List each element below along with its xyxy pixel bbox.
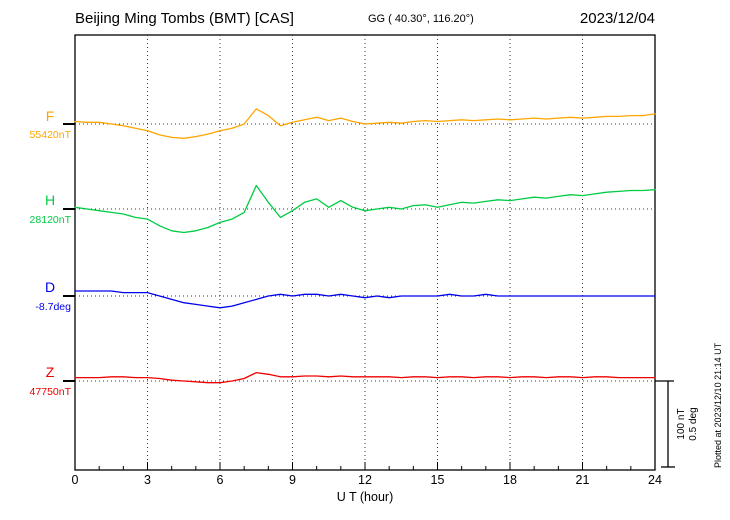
trace-D: [74, 290, 656, 309]
x-tick-label: 15: [431, 473, 445, 487]
x-axis-label: U T (hour): [337, 490, 394, 504]
x-axis-ticks: [74, 462, 656, 470]
trace-F: [74, 108, 656, 139]
x-tick-label: 24: [648, 473, 662, 487]
scale-bar-nt-label: 100 nT: [676, 408, 687, 439]
x-tick-labels: 0 3 6 9 12 15 18 21 24: [72, 473, 662, 487]
gridlines: [147, 35, 583, 470]
trace-Z: [74, 371, 656, 384]
scale-bar: [655, 380, 675, 468]
x-tick-label: 6: [217, 473, 224, 487]
series-label-f: F: [46, 108, 55, 124]
x-tick-label: 3: [144, 473, 151, 487]
plot-date: 2023/12/04: [580, 10, 655, 27]
x-tick-label: 9: [289, 473, 296, 487]
station-title: Beijing Ming Tombs (BMT) [CAS]: [75, 10, 294, 27]
x-tick-label: 18: [503, 473, 517, 487]
traces: [74, 108, 656, 384]
x-tick-label: 12: [358, 473, 372, 487]
series-baseline-f: 55420nT: [30, 129, 72, 141]
scale-bar-deg-label: 0.5 deg: [688, 407, 699, 440]
trace-H: [74, 184, 656, 234]
x-tick-label: 21: [576, 473, 590, 487]
series-baseline-z: 47750nT: [30, 386, 72, 398]
plotted-at-stamp: Plotted at 2023/12/10 21:14 UT: [713, 342, 723, 468]
series-label-h: H: [45, 192, 55, 208]
plot-frame: [74, 34, 656, 471]
x-tick-label: 0: [72, 473, 79, 487]
series-baseline-h: 28120nT: [30, 214, 72, 226]
geo-coords: GG ( 40.30°, 116.20°): [368, 13, 474, 25]
series-label-z: Z: [46, 364, 55, 380]
series-label-d: D: [45, 279, 55, 295]
series-baseline-d: -8.7deg: [35, 301, 71, 313]
baselines: [63, 123, 655, 382]
